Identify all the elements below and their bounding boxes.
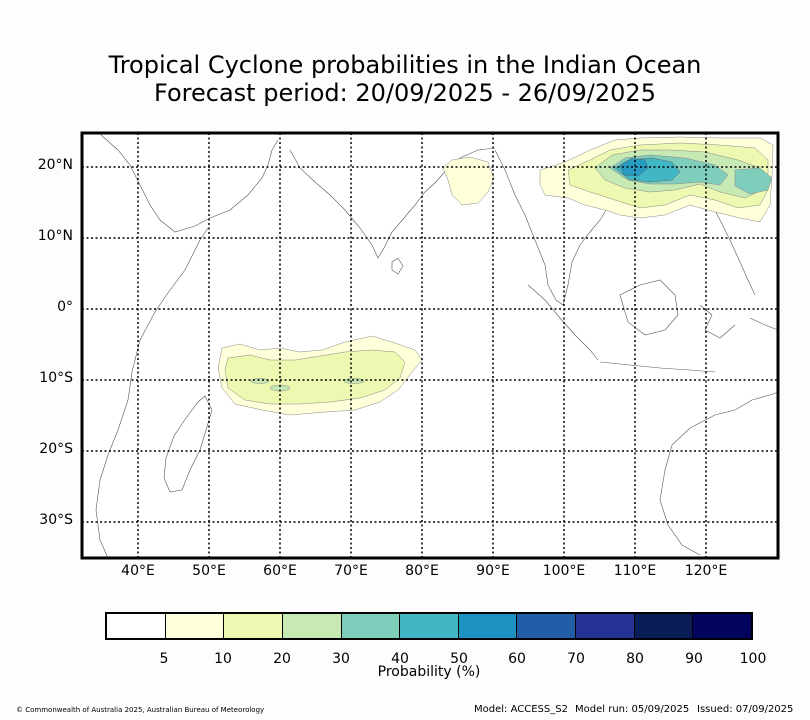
java-coast [599, 361, 716, 373]
colorbar [105, 612, 753, 640]
lat-label: 20°N [37, 157, 73, 173]
sulawesi-coast [699, 304, 736, 339]
map-title: Tropical Cyclone probabilities in the In… [108, 51, 702, 79]
colorbar-tick: 30 [332, 651, 350, 667]
colorbar-tick: 90 [685, 651, 703, 667]
colorbar-tick: 20 [273, 651, 291, 667]
coastlines [95, 134, 779, 559]
lat-label: 30°S [39, 512, 73, 528]
lat-label: 10°S [39, 370, 73, 386]
colorbar-swatch [400, 614, 459, 638]
philippines-coast [711, 204, 756, 296]
colorbar-swatch [693, 614, 752, 638]
colorbar-swatch [165, 614, 225, 638]
borneo-coast [619, 279, 679, 336]
lon-label: 50°E [192, 563, 226, 579]
colorbar-tick: 60 [508, 651, 526, 667]
colorbar-tick: 10 [214, 651, 232, 667]
colorbar-swatch [341, 614, 401, 638]
madagascar-coast [163, 395, 213, 493]
colorbar-swatch [107, 614, 166, 638]
colorbar-tick: 80 [626, 651, 644, 667]
sri-lanka-coast [391, 257, 404, 275]
lon-label: 110°E [613, 563, 657, 579]
australia-west-coast [659, 499, 701, 556]
lon-label: 60°E [263, 563, 297, 579]
prob-50-pacific [619, 157, 649, 177]
lat-label: 20°S [39, 441, 73, 457]
sumatra-coast [527, 284, 599, 361]
prob-10-south [224, 349, 406, 405]
lat-label: 0° [57, 299, 73, 315]
colorbar-swatch [634, 614, 694, 638]
issued-date: Issued: 07/09/2025 [697, 704, 794, 715]
lon-label: 90°E [476, 563, 510, 579]
forecast-period: Forecast period: 20/09/2025 - 26/09/2025 [154, 79, 656, 107]
lon-label: 100°E [542, 563, 586, 579]
colorbar-title: Probability (%) [377, 664, 481, 680]
colorbar-swatch [517, 614, 577, 638]
colorbar-swatch [576, 614, 635, 638]
colorbar-tick: 40 [391, 651, 409, 667]
map-border [80, 131, 780, 560]
colorbar-tick: 70 [567, 651, 585, 667]
probability-contours [217, 136, 774, 416]
prob-20-patch [250, 378, 270, 384]
colorbar-tick: 100 [739, 651, 767, 667]
model-name: Model: ACCESS_S2 [474, 704, 568, 715]
australia-coast [659, 391, 779, 501]
lon-label: 120°E [684, 563, 728, 579]
colorbar-swatch [282, 614, 342, 638]
graticule [82, 133, 778, 558]
colorbar-tick: 5 [159, 651, 169, 667]
east-africa-coast [95, 227, 209, 559]
arabian-coast [100, 134, 279, 233]
colorbar-swatch [458, 614, 518, 638]
prob-5-bay-of-bengal [442, 156, 495, 206]
colorbar-tick: 50 [450, 651, 468, 667]
lon-label: 40°E [121, 563, 155, 579]
lon-label: 80°E [405, 563, 439, 579]
new-guinea-coast [749, 317, 779, 331]
copyright-notice: © Commonwealth of Australia 2025, Austra… [16, 706, 265, 714]
colorbar-swatch [224, 614, 283, 638]
lon-label: 70°E [334, 563, 368, 579]
prob-30-east [734, 167, 773, 195]
model-run-date: Model run: 05/09/2025 [575, 704, 690, 715]
lat-label: 10°N [37, 228, 73, 244]
